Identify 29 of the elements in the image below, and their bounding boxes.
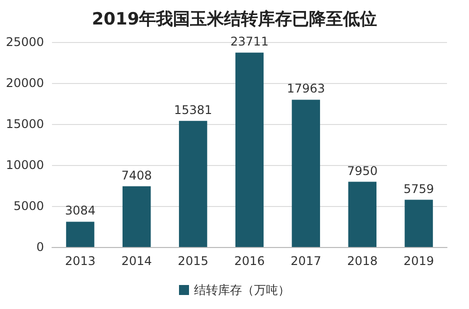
- y-tick-label: 10000: [6, 158, 44, 172]
- bar: [348, 182, 376, 247]
- x-tick-label: 2015: [178, 254, 208, 268]
- bar: [178, 120, 208, 247]
- y-tick-label: 5000: [13, 199, 44, 213]
- x-tick-label: 2014: [121, 254, 152, 268]
- y-tick-label: 15000: [6, 117, 44, 131]
- data-label: 3084: [64, 204, 96, 218]
- x-tick-label: 2013: [64, 254, 96, 268]
- bar: [122, 186, 151, 247]
- y-tick-label: 25000: [6, 35, 44, 49]
- x-tick-label: 2018: [347, 254, 378, 268]
- data-label: 7408: [121, 168, 152, 182]
- data-label: 17963: [286, 82, 326, 96]
- chart-title: 2019年我国玉米结转库存已降至低位: [92, 10, 378, 30]
- data-label: 23711: [230, 34, 269, 49]
- y-tick-label: 20000: [6, 76, 44, 90]
- data-label: 7950: [347, 164, 378, 178]
- data-label: 5759: [404, 182, 434, 196]
- x-tick-label: 2019: [404, 254, 434, 268]
- bar: [66, 222, 94, 247]
- y-tick-label: 0: [36, 240, 44, 254]
- bar: [404, 200, 433, 247]
- data-label: 15381: [174, 102, 212, 117]
- legend-label: 结转库存（万吨）: [194, 283, 290, 297]
- x-tick-label: 2017: [290, 254, 322, 268]
- x-tick-label: 2016: [234, 254, 265, 268]
- bar: [292, 100, 320, 247]
- bar: [235, 52, 264, 247]
